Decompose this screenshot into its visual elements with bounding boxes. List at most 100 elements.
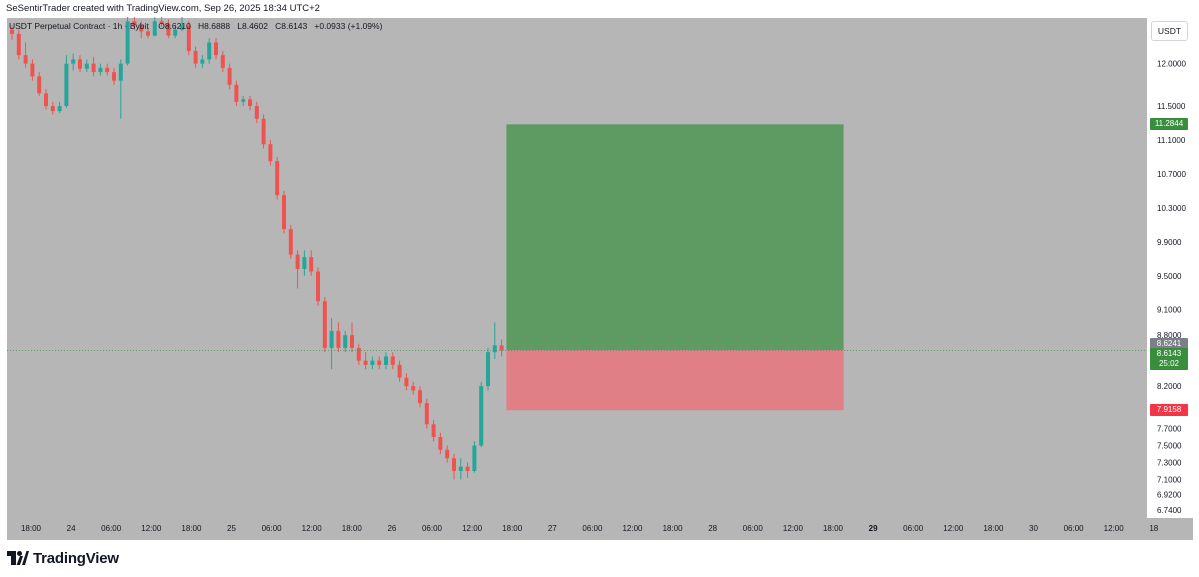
candle [234, 80, 239, 107]
candle [384, 352, 388, 370]
x-axis-tick-label: 12:00 [783, 524, 804, 533]
x-axis-tick-label: 27 [548, 524, 557, 533]
candle [397, 360, 402, 382]
y-axis-tick-label: 9.9000 [1157, 238, 1182, 247]
candle [472, 441, 477, 473]
candle [105, 63, 110, 76]
candle [452, 453, 456, 480]
candle-body [295, 254, 300, 269]
x-axis-tick-label: 18:00 [663, 524, 684, 533]
candle-body [227, 67, 232, 85]
profit-zone [506, 124, 844, 351]
candle [329, 318, 334, 370]
candle-body [452, 458, 456, 471]
candle-body [10, 29, 14, 34]
candle [261, 114, 266, 149]
candle-body [50, 106, 55, 112]
legend-open: O8.6210 [158, 21, 191, 31]
candle [125, 16, 130, 66]
y-axis-tick-label: 9.1000 [1157, 306, 1182, 315]
candle [146, 28, 150, 39]
x-axis-tick-label: 18:00 [823, 524, 844, 533]
candle-body [261, 118, 266, 145]
candle [241, 95, 246, 107]
x-axis-tick-label: 18:00 [502, 524, 523, 533]
candle-body [200, 59, 205, 64]
candle [424, 398, 429, 429]
candle [282, 190, 286, 234]
x-axis-tick-label: 18:00 [983, 524, 1004, 533]
currency-button[interactable]: USDT [1151, 21, 1188, 41]
candle-body [44, 93, 48, 107]
candle [248, 95, 252, 111]
candle-body [384, 356, 388, 365]
candle-body [268, 144, 273, 162]
candle-body [336, 330, 341, 348]
candle [438, 432, 443, 454]
candle [220, 50, 225, 73]
candle-body [288, 229, 293, 255]
candle-body [71, 59, 76, 64]
candle-body [166, 23, 171, 36]
candle-body [282, 195, 286, 230]
candle-body [37, 76, 42, 94]
candle-body [98, 67, 103, 73]
candle [479, 381, 484, 448]
candle [10, 25, 14, 40]
legend-symbol: USDT Perpetual Contract [9, 21, 106, 31]
candle-body [316, 271, 320, 302]
candle-body [64, 63, 69, 107]
candle [159, 16, 164, 28]
candle [214, 38, 218, 60]
x-axis-tick-label: 12:00 [302, 524, 323, 533]
candle-body [241, 99, 246, 102]
candle-body [84, 63, 89, 69]
candle-body [214, 42, 218, 56]
x-axis-tick-label: 18:00 [342, 524, 363, 533]
candle [78, 55, 82, 73]
time-axis[interactable] [7, 518, 1193, 540]
candle [200, 55, 205, 68]
candle-body [180, 25, 184, 30]
chart-credit: SeSentirTrader created with TradingView.… [6, 3, 320, 14]
candle-body [465, 466, 470, 471]
candle [91, 56, 96, 77]
candle [193, 46, 198, 68]
candle-body [23, 55, 28, 64]
candle [309, 250, 314, 276]
target-price-tag: 11.2844 [1150, 118, 1188, 131]
symbol-legend[interactable]: USDT Perpetual Contract · 1h · Bybit O8.… [9, 21, 383, 31]
candle-body [16, 33, 21, 56]
y-axis-tick-label: 7.5000 [1157, 442, 1182, 451]
candle-body [445, 449, 450, 459]
candle-body [343, 335, 348, 348]
tradingview-logo-text: TradingView [33, 549, 119, 567]
bar-countdown-tag: 25:02 [1150, 358, 1188, 371]
candle-body [458, 466, 463, 471]
candle-body [30, 63, 35, 77]
candle [152, 16, 157, 37]
candle [268, 140, 273, 166]
tradingview-logo[interactable]: TradingView [7, 548, 119, 568]
x-axis-tick-label: 06:00 [262, 524, 283, 533]
candle [227, 63, 232, 90]
y-axis-tick-label: 9.5000 [1157, 272, 1182, 281]
candle-body [486, 352, 490, 387]
price-axis[interactable] [1147, 18, 1193, 518]
candle [445, 445, 450, 463]
candle [288, 224, 293, 259]
candle-body [411, 386, 416, 391]
candle-body [234, 84, 239, 102]
entry-price-tag: 8.6241 [1150, 338, 1188, 351]
candle-body [207, 42, 212, 60]
candle [207, 38, 212, 64]
x-axis-tick-label: 12:00 [943, 524, 964, 533]
x-axis-tick-label: 28 [708, 524, 717, 533]
candle [16, 29, 21, 60]
candle [139, 21, 144, 39]
candle [458, 458, 463, 480]
candle [180, 16, 184, 32]
candle-body [492, 345, 497, 353]
candle-body [152, 21, 157, 36]
